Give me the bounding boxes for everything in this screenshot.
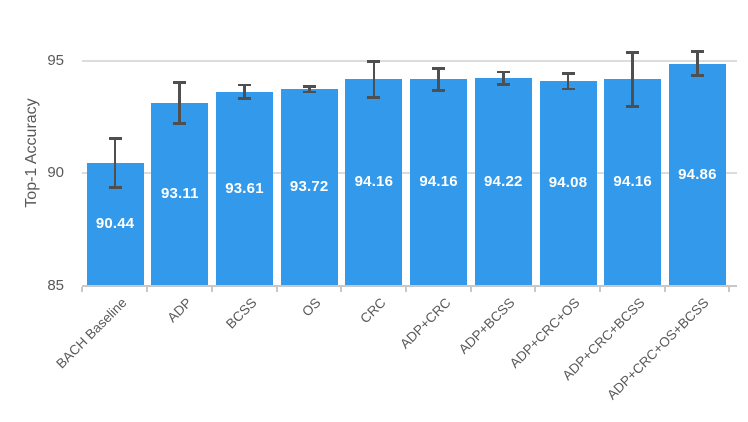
error-bar-cap-bottom <box>626 105 640 108</box>
x-axis-tick <box>340 287 343 292</box>
error-bar-whisker <box>243 85 246 99</box>
error-bar-cap-top <box>690 50 704 54</box>
error-bar-whisker <box>178 82 182 124</box>
error-bar-cap-bottom <box>367 96 381 99</box>
gridline-90 <box>82 172 737 174</box>
bar <box>668 63 726 286</box>
x-axis-tick <box>146 287 149 292</box>
x-axis-tick <box>210 287 213 292</box>
error-bar-cap-top <box>367 60 381 63</box>
error-bar-cap-top <box>561 71 575 75</box>
x-tick-label: ADP+CRC+OS <box>506 295 583 371</box>
bar <box>539 81 597 286</box>
x-axis-tick <box>663 287 666 292</box>
y-axis-title: Top-1 Accuracy <box>23 98 40 208</box>
error-bar-whisker <box>372 61 376 98</box>
error-bar-whisker <box>566 73 570 90</box>
x-tick-label: ADP+CRC+OS+BCSS <box>604 295 712 403</box>
y-tick-label: 85 <box>47 276 64 294</box>
x-axis-tick <box>534 287 537 292</box>
error-bar-cap-top <box>626 51 640 54</box>
error-bar-cap-bottom <box>173 121 187 125</box>
bar-value-label: 93.72 <box>289 178 329 196</box>
y-tick-label: 90 <box>47 164 64 181</box>
x-axis-tick <box>599 287 601 292</box>
error-bar-cap-bottom <box>238 97 251 100</box>
x-axis-tick <box>81 287 84 292</box>
x-axis-tick <box>469 287 472 292</box>
error-bar-cap-top <box>496 70 510 74</box>
x-axis-tick <box>728 287 731 292</box>
error-bar-whisker <box>437 68 440 91</box>
bar <box>345 79 403 286</box>
error-bar-cap-top <box>238 83 251 87</box>
bar <box>151 103 209 286</box>
bar-value-label: 93.11 <box>160 185 199 203</box>
x-tick-label: BACH Baseline <box>53 295 130 372</box>
bar-value-label: 94.16 <box>354 173 394 191</box>
x-axis-line <box>82 285 737 287</box>
x-tick-label: BCSS <box>222 295 260 332</box>
error-bar-cap-bottom <box>432 89 446 93</box>
x-tick-label: ADP <box>164 295 195 326</box>
error-bar-cap-bottom <box>108 186 122 190</box>
error-bar-whisker <box>696 51 699 76</box>
error-bar-cap-top <box>108 136 122 140</box>
bar-value-label: 94.86 <box>678 165 717 183</box>
bar-value-label: 94.16 <box>613 173 652 191</box>
bar-value-label: 93.61 <box>225 179 264 197</box>
bar-value-label: 94.22 <box>484 172 523 190</box>
error-bar-cap-top <box>302 85 316 88</box>
y-tick-label: 95 <box>47 51 64 69</box>
bar <box>604 79 662 286</box>
error-bar-cap-bottom <box>561 87 575 91</box>
x-axis-tick <box>404 287 407 292</box>
gridline-95 <box>82 59 737 62</box>
bar <box>410 79 468 286</box>
bar <box>216 91 273 286</box>
x-tick-label: CRC <box>357 295 389 327</box>
error-bar-cap-top <box>432 66 446 70</box>
x-tick-label: ADP+CRC <box>396 295 454 352</box>
bar-value-label: 94.08 <box>548 174 588 192</box>
error-bar-cap-bottom <box>690 74 704 77</box>
error-bar-whisker <box>113 138 117 188</box>
error-bar-cap-bottom <box>496 82 510 86</box>
error-bar-cap-top <box>173 81 187 85</box>
bar <box>474 78 532 286</box>
x-axis-tick <box>275 287 278 292</box>
bar <box>280 89 338 286</box>
bar-value-label: 90.44 <box>95 215 135 233</box>
bar-value-label: 94.16 <box>419 173 458 191</box>
error-bar-whisker <box>501 71 505 85</box>
error-bar-cap-bottom <box>302 90 316 94</box>
error-bar-whisker <box>631 52 635 107</box>
error-bar-whisker <box>307 86 311 92</box>
x-tick-label: ADP+CRC+BCSS <box>559 295 648 384</box>
